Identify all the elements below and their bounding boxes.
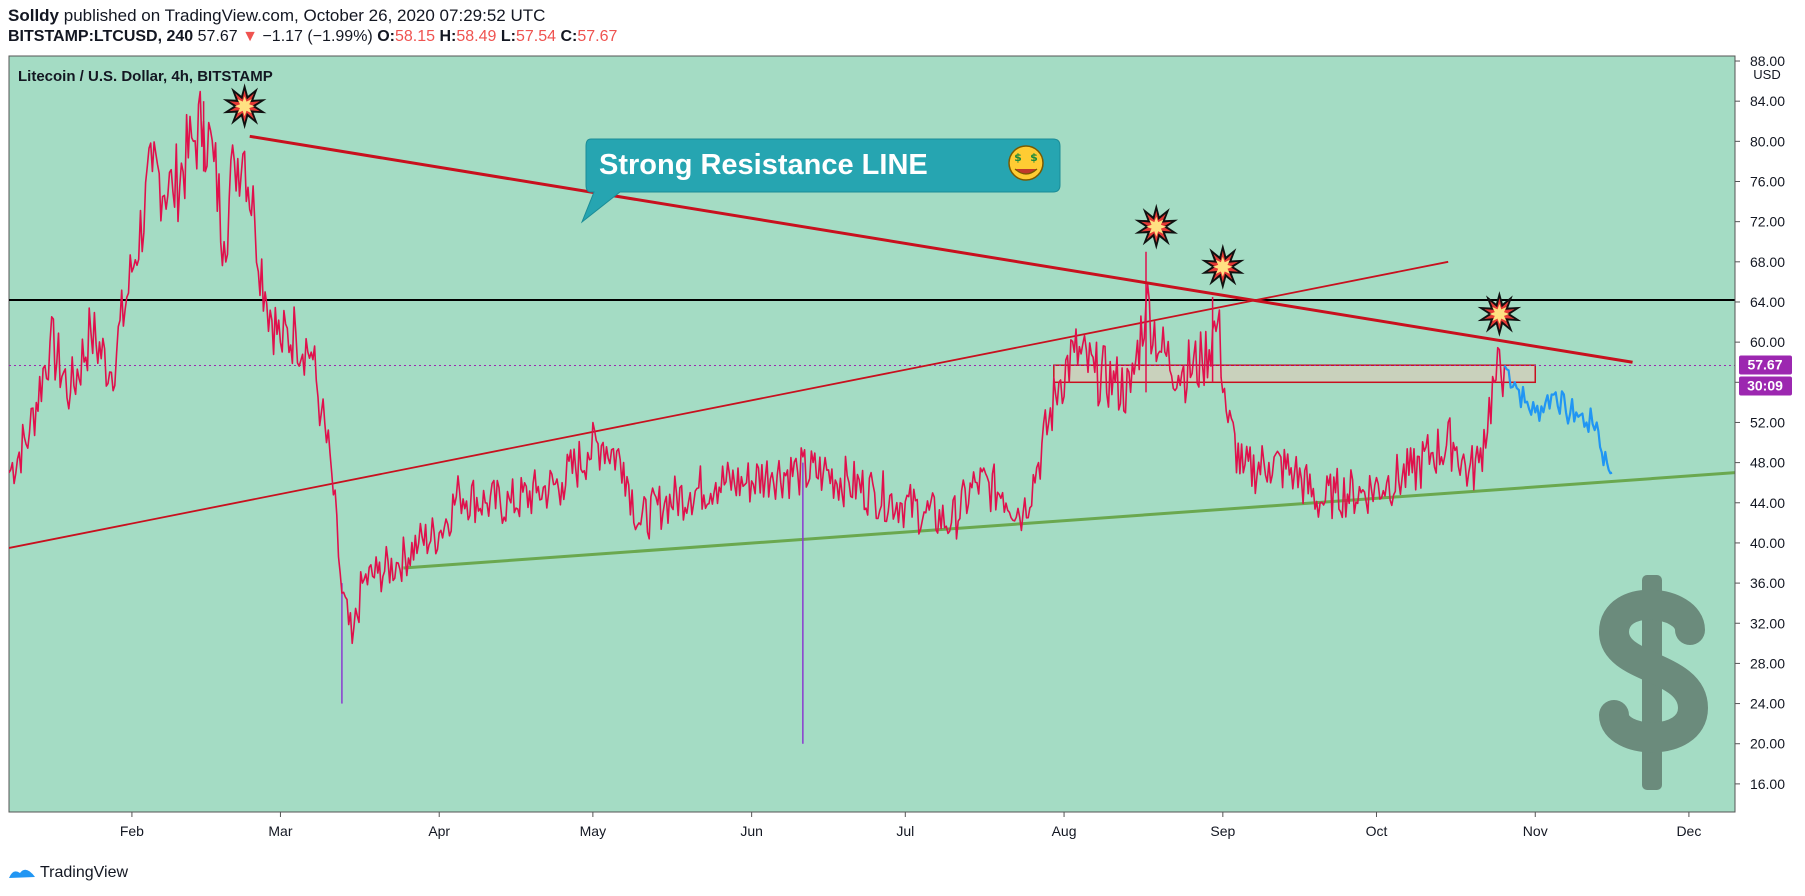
x-tick-label: Apr bbox=[428, 823, 450, 839]
publication-line: Solldy published on TradingView.com, Oct… bbox=[8, 6, 545, 26]
y-tick-label: 76.00 bbox=[1750, 173, 1785, 189]
y-tick-label: 68.00 bbox=[1750, 254, 1785, 270]
x-tick-label: Mar bbox=[268, 823, 292, 839]
tradingview-footer[interactable]: TradingView bbox=[8, 862, 128, 884]
x-tick-label: Dec bbox=[1676, 823, 1701, 839]
countdown-tag-text: 30:09 bbox=[1747, 378, 1783, 394]
last-price-tag: 57.67 bbox=[1739, 355, 1792, 375]
price-change: −1.17 (−1.99%) bbox=[262, 28, 373, 45]
y-tick-label: 28.00 bbox=[1750, 655, 1785, 671]
low-value: 57.54 bbox=[515, 28, 557, 45]
support-trend-line[interactable] bbox=[403, 471, 1735, 570]
svg-text:$: $ bbox=[1014, 151, 1022, 164]
price-series-line bbox=[9, 90, 1506, 645]
y-tick-label: 48.00 bbox=[1750, 455, 1785, 471]
symbol-label: BITSTAMP:LTCUSD, 240 bbox=[8, 28, 194, 45]
last-price-tag-text: 57.67 bbox=[1747, 357, 1782, 373]
x-tick-label: Nov bbox=[1523, 823, 1548, 839]
y-tick-label: 32.00 bbox=[1750, 615, 1785, 631]
y-tick-label: 88.00 bbox=[1750, 53, 1785, 69]
svg-text:$: $ bbox=[1030, 151, 1038, 164]
y-tick-label: 52.00 bbox=[1750, 414, 1785, 430]
close-label: C: bbox=[560, 28, 578, 45]
tradingview-brand: TradingView bbox=[40, 864, 129, 881]
y-tick-label: 84.00 bbox=[1750, 93, 1785, 109]
time-axis[interactable]: Feb Mar Apr May Jun Jul Aug Sep Oct Nov Dec bbox=[120, 812, 1702, 839]
projection-series-line bbox=[1503, 364, 1613, 475]
open-label: O: bbox=[377, 28, 395, 45]
last-price: 57.67 bbox=[197, 28, 238, 45]
explosion-marker-icon[interactable] bbox=[1134, 203, 1179, 250]
currency-label: USD bbox=[1753, 67, 1780, 82]
explosion-marker-icon[interactable] bbox=[222, 83, 267, 130]
low-label: L: bbox=[500, 28, 516, 45]
resistance-callout[interactable]: Strong Resistance LINE $ $ bbox=[580, 138, 1061, 224]
y-tick-label: 80.00 bbox=[1750, 133, 1785, 149]
y-tick-label: 44.00 bbox=[1750, 495, 1785, 511]
y-tick-label: 24.00 bbox=[1750, 696, 1785, 712]
x-tick-label: Jul bbox=[896, 823, 914, 839]
countdown-tag: 30:09 bbox=[1739, 376, 1792, 396]
high-label: H: bbox=[439, 28, 457, 45]
down-arrow-icon: ▼ bbox=[242, 28, 258, 45]
chart-title: Litecoin / U.S. Dollar, 4h, BITSTAMP bbox=[18, 68, 273, 85]
rising-trend-line[interactable] bbox=[9, 260, 1449, 549]
high-value: 58.49 bbox=[456, 28, 497, 45]
x-tick-label: Aug bbox=[1052, 823, 1077, 839]
price-axis[interactable]: 16.00 20.00 24.00 28.00 32.00 36.00 40.00 44.00… bbox=[1735, 53, 1785, 792]
x-tick-label: Oct bbox=[1366, 823, 1388, 839]
resistance-trend-line[interactable] bbox=[249, 134, 1633, 364]
x-tick-label: May bbox=[580, 823, 606, 839]
y-tick-label: 36.00 bbox=[1750, 575, 1785, 591]
x-tick-label: Sep bbox=[1210, 823, 1235, 839]
y-tick-label: 40.00 bbox=[1750, 535, 1785, 551]
y-tick-label: 64.00 bbox=[1750, 294, 1785, 310]
explosion-marker-icon[interactable] bbox=[1201, 243, 1245, 290]
money-face-emoji-icon: $ $ bbox=[1008, 145, 1044, 181]
y-tick-label: 20.00 bbox=[1750, 736, 1785, 752]
x-tick-label: Feb bbox=[120, 823, 144, 839]
explosion-marker-icon[interactable] bbox=[1477, 291, 1522, 337]
y-tick-label: 72.00 bbox=[1750, 214, 1785, 230]
tradingview-logo-icon bbox=[9, 869, 35, 878]
callout-text: Strong Resistance LINE bbox=[599, 149, 928, 181]
open-value: 58.15 bbox=[394, 28, 436, 45]
x-tick-label: Jun bbox=[740, 823, 763, 839]
dollar-sign-icon bbox=[1598, 575, 1709, 790]
y-tick-label: 16.00 bbox=[1750, 776, 1785, 792]
author-name[interactable]: Solldy bbox=[8, 6, 60, 25]
close-value: 57.67 bbox=[577, 28, 618, 45]
ohlc-line: BITSTAMP:LTCUSD, 240 57.67 ▼ −1.17 (−1.9… bbox=[8, 28, 617, 46]
y-tick-label: 60.00 bbox=[1750, 334, 1785, 350]
published-text: published on TradingView.com, October 26… bbox=[59, 6, 546, 25]
